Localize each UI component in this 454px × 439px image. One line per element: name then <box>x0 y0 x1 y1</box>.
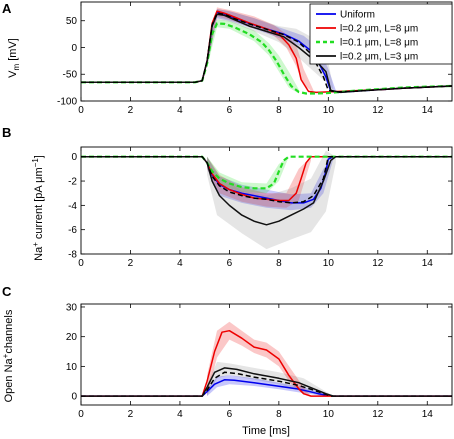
axes-frame <box>80 146 453 255</box>
legend: Uniform l=0.2 μm, L=8 μm l=0.1 μm, L=8 μm l… <box>309 3 453 65</box>
y-tick-label: -50 <box>63 70 78 81</box>
series-line-4 <box>81 12 452 93</box>
x-tick-label: 0 <box>78 105 84 116</box>
panel-a-ylabel: Vm [mV] <box>7 38 21 78</box>
x-tick-label: 12 <box>372 409 384 420</box>
x-tick-label: 2 <box>128 258 134 269</box>
band-1 <box>207 156 311 208</box>
legend-label: l=0.2 μm, L=8 μm <box>340 24 418 35</box>
x-tick-label: 14 <box>422 258 434 269</box>
x-tick-label: 0 <box>78 258 84 269</box>
band-0 <box>207 156 334 211</box>
panel-b-ylabel: Na+ current [pA μm−1] <box>31 155 45 261</box>
panel-c-xlabel: Time [ms] <box>242 425 290 437</box>
panel-c-ylabel: Open Na+channels <box>1 309 15 402</box>
panel-b-label: B <box>2 125 11 140</box>
y-tick-label: -8 <box>68 250 77 261</box>
x-tick-label: 4 <box>177 105 183 116</box>
series-line-3 <box>81 155 452 226</box>
x-tick-label: 10 <box>323 409 335 420</box>
y-tick-label: 50 <box>66 16 78 27</box>
x-tick-label: 12 <box>372 105 384 116</box>
x-tick-label: 14 <box>422 105 434 116</box>
panel-c-label: C <box>2 284 12 299</box>
x-tick-label: 14 <box>422 409 434 420</box>
series-line-1 <box>81 329 452 397</box>
x-tick-label: 6 <box>227 105 233 116</box>
plot-area <box>81 7 452 95</box>
legend-label: l=0.1 μm, L=8 μm <box>340 38 418 49</box>
x-tick-label: 0 <box>78 409 84 420</box>
y-tick-label: 10 <box>66 362 78 373</box>
plot-area <box>81 150 452 250</box>
legend-label: Uniform <box>340 10 375 21</box>
x-tick-label: 2 <box>128 105 134 116</box>
axes-frame <box>80 303 453 406</box>
panel-a: A 0 2 4 6 8 10 12 14 -100 -50 0 50 Vm [mV] Uniform l… <box>2 1 453 116</box>
y-tick-label: 20 <box>66 332 78 343</box>
x-tick-label: 10 <box>323 258 335 269</box>
panel-b: B 0 2 4 6 8 10 12 14 -8 -6 -4 -2 0 Na+ current [pA μ… <box>2 125 453 269</box>
y-tick-label: 0 <box>71 152 77 163</box>
panel-a-label: A <box>2 1 12 16</box>
x-tick-label: 12 <box>372 258 384 269</box>
x-tick-label: 2 <box>128 409 134 420</box>
series-line-3 <box>81 367 452 397</box>
legend-label: l=0.2 μm, L=3 μm <box>340 52 418 63</box>
x-tick-label: 8 <box>276 409 282 420</box>
x-tick-label: 4 <box>177 258 183 269</box>
x-tick-label: 6 <box>227 409 233 420</box>
x-tick-label: 10 <box>323 105 335 116</box>
panel-c: C 0 2 4 6 8 10 12 14 0 10 20 30 Open Na+channels Ti… <box>1 284 453 437</box>
plot-area <box>81 321 452 397</box>
x-tick-label: 6 <box>227 258 233 269</box>
y-tick-label: -100 <box>57 97 77 108</box>
y-tick-label: 30 <box>66 302 78 313</box>
y-tick-label: 0 <box>71 43 77 54</box>
x-tick-label: 8 <box>276 105 282 116</box>
x-tick-label: 8 <box>276 258 282 269</box>
series-line-1 <box>81 155 452 202</box>
y-tick-label: 0 <box>71 392 77 403</box>
band-2 <box>207 321 311 397</box>
y-tick-label: -6 <box>68 225 77 236</box>
x-tick-label: 4 <box>177 409 183 420</box>
series-line-4 <box>81 155 452 204</box>
y-tick-label: -2 <box>68 177 77 188</box>
band-2 <box>207 156 289 194</box>
y-tick-label: -4 <box>68 201 77 212</box>
